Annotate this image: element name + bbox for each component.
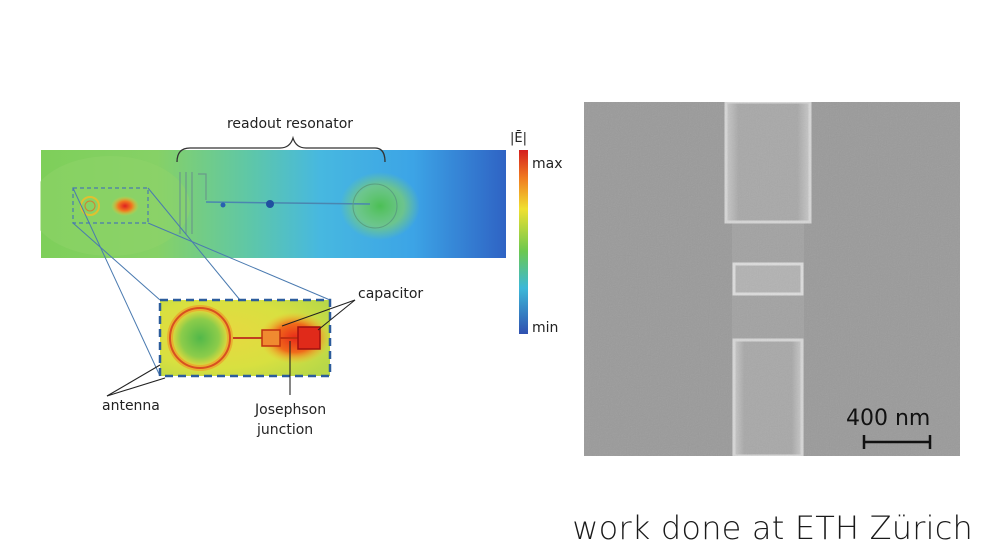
- inset-zoom: [158, 298, 332, 378]
- field-strip: [40, 150, 506, 258]
- readout-resonator-label: readout resonator: [227, 116, 353, 132]
- sem-image: [584, 102, 960, 456]
- colorbar-min-label: min: [532, 320, 558, 336]
- josephson-label-line2: junction: [256, 422, 313, 438]
- josephson-label-line1: Josephson: [254, 402, 326, 418]
- credit-text: work done at ETH Zürich: [572, 509, 973, 547]
- field-simulation-figure: readout resonator |Ē| max min capacitor …: [40, 116, 563, 438]
- capacitor-label: capacitor: [358, 286, 423, 302]
- colorbar-max-label: max: [532, 156, 563, 172]
- field-symbol-label: |Ē|: [510, 131, 527, 146]
- sem-micrograph: 400 nm: [584, 102, 960, 456]
- antenna-label: antenna: [102, 398, 160, 414]
- readout-brace: [176, 135, 386, 163]
- scale-bar-label: 400 nm: [846, 406, 931, 431]
- annotation-arrows: [106, 299, 356, 397]
- colorbar: [519, 150, 528, 334]
- zoom-lines: [72, 187, 331, 377]
